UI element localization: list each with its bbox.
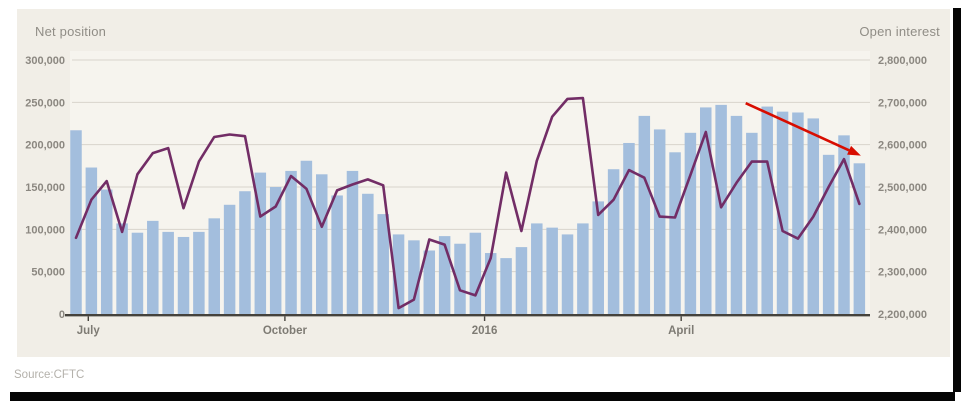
svg-text:2,800,000: 2,800,000 [878, 55, 927, 67]
svg-text:October: October [263, 325, 308, 337]
svg-text:250,000: 250,000 [25, 97, 65, 109]
right-axis-title: Open interest [859, 24, 940, 39]
svg-text:150,000: 150,000 [25, 182, 65, 194]
svg-text:2,500,000: 2,500,000 [878, 182, 927, 194]
svg-text:2,600,000: 2,600,000 [878, 140, 927, 152]
left-axis-title: Net position [35, 24, 107, 39]
svg-text:300,000: 300,000 [25, 55, 65, 67]
svg-text:2,300,000: 2,300,000 [878, 267, 927, 279]
svg-text:100,000: 100,000 [25, 224, 65, 236]
svg-text:0: 0 [59, 309, 65, 321]
svg-text:2,200,000: 2,200,000 [878, 309, 927, 321]
svg-text:50,000: 50,000 [31, 267, 65, 279]
svg-text:2016: 2016 [472, 325, 498, 337]
svg-text:July: July [77, 325, 101, 337]
source-label: Source:CFTC [14, 369, 85, 381]
svg-text:2,400,000: 2,400,000 [878, 224, 927, 236]
chart-card: Net position Open interest 0 2,200,000 50,… [17, 9, 950, 357]
svg-text:200,000: 200,000 [25, 140, 65, 152]
svg-text:2,700,000: 2,700,000 [878, 97, 927, 109]
svg-text:April: April [668, 325, 694, 337]
window-shadow-right-edge [953, 8, 961, 392]
window-shadow-bottom-edge [10, 392, 955, 401]
chart-canvas: 0 2,200,000 50,000 2,300,000 100,000 2,400,00… [25, 51, 927, 337]
